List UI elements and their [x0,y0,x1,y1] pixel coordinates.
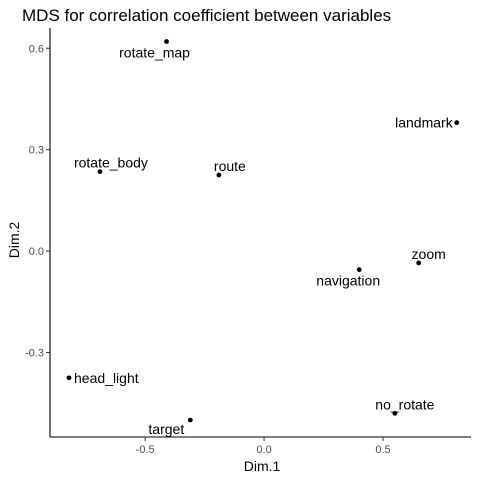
y-tick-label: 0.3 [29,145,44,157]
point-landmark [454,120,460,126]
point-rotate-map [164,39,169,44]
point-navigation [356,267,362,273]
point-label-rotate-body: rotate_body [74,155,148,171]
point-label-route: route [214,158,246,174]
point-label-no-rotate: no_rotate [375,396,434,412]
axes: -0.5 0.0 0.5 -0.3 0.0 0.3 0.6 [25,28,471,456]
y-tick-label: 0.0 [29,246,44,258]
y-tick-label: 0.6 [29,43,44,55]
x-tick-label: 0.0 [256,444,271,456]
point-head-light [66,375,72,381]
chart-title: MDS for correlation coefficient between … [22,6,391,25]
point-label-zoom: zoom [412,246,446,262]
y-tick-label: -0.3 [25,347,44,359]
point-target [187,417,193,423]
point-label-target: target [148,421,184,437]
point-label-landmark: landmark [395,115,454,131]
point-zoom [416,260,422,266]
point-route [216,172,222,178]
point-labels: rotate_map landmark rotate_body route zoom na… [74,45,454,438]
x-axis-title: Dim.1 [244,458,281,474]
x-tick-label: 0.5 [375,444,390,456]
point-no-rotate [392,410,398,416]
y-axis-title: Dim.2 [6,222,22,259]
point-label-rotate-map: rotate_map [119,45,190,61]
data-points [66,39,460,423]
point-label-head-light: head_light [74,370,139,386]
point-label-navigation: navigation [316,273,380,289]
x-tick-label: -0.5 [136,444,155,456]
point-rotate-body [97,169,103,175]
